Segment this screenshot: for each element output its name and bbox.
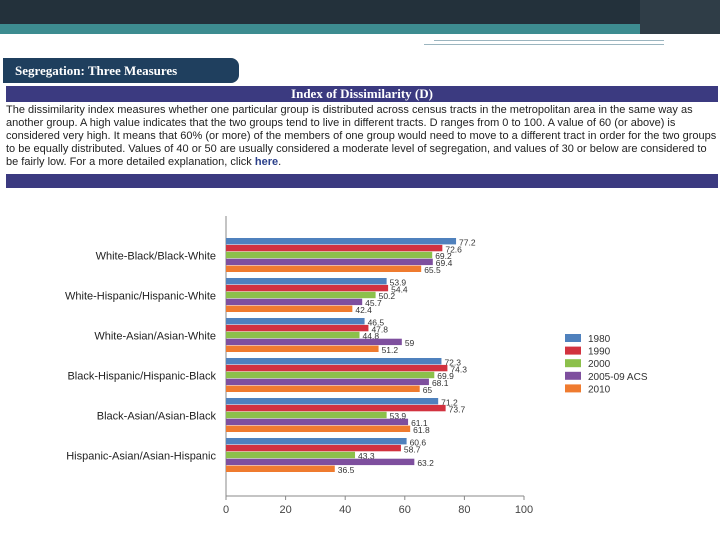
value-label: 72.6 (445, 244, 462, 254)
bar (226, 411, 387, 419)
here-link[interactable]: here (254, 156, 279, 168)
bar (226, 378, 429, 386)
value-label: 53.9 (390, 277, 407, 287)
header-footer-bar (6, 174, 718, 188)
deco-line (424, 44, 664, 45)
value-label: 65 (423, 385, 433, 395)
header-title: Index of Dissimilarity (D) (6, 86, 718, 102)
legend-swatch (565, 346, 581, 355)
value-label: 60.6 (410, 437, 427, 447)
value-label: 54.4 (391, 284, 408, 294)
bar (226, 425, 411, 432)
bar (226, 364, 448, 372)
value-label: 71.2 (441, 397, 458, 407)
value-label: 42.4 (355, 305, 372, 315)
bar (226, 338, 402, 346)
bar (226, 465, 335, 472)
bar (226, 318, 365, 325)
value-label: 58.7 (404, 444, 421, 454)
bar (226, 418, 409, 426)
x-tick-label: 80 (458, 504, 470, 516)
bar (226, 278, 387, 285)
x-tick-label: 20 (279, 504, 291, 516)
x-tick-label: 60 (399, 504, 411, 516)
bar (226, 244, 443, 252)
bar (226, 258, 433, 266)
bar (226, 291, 376, 299)
top-dark-tab (640, 0, 720, 34)
value-label: 65.5 (424, 265, 441, 275)
value-label: 73.7 (449, 404, 466, 414)
value-label: 69.4 (436, 258, 453, 268)
value-label: 69.9 (437, 371, 454, 381)
top-teal-band (0, 24, 720, 34)
bar (226, 345, 379, 352)
bar (226, 238, 457, 245)
section-title: Segregation: Three Measures (3, 58, 239, 83)
description-suffix: . (278, 156, 282, 168)
category-label: Black-Asian/Asian-Black (97, 410, 217, 422)
value-label: 74.3 (450, 364, 467, 374)
value-label: 72.3 (444, 357, 461, 367)
value-label: 43.3 (358, 451, 375, 461)
value-label: 44.8 (363, 331, 380, 341)
legend-swatch (565, 371, 581, 380)
category-label: White-Asian/Asian-White (94, 330, 216, 342)
value-label: 51.2 (382, 345, 399, 355)
value-label: 61.1 (411, 418, 428, 428)
description: The dissimilarity index measures whether… (6, 104, 718, 169)
legend-label: 1990 (588, 347, 611, 358)
value-label: 46.5 (368, 317, 385, 327)
value-label: 63.2 (417, 458, 434, 468)
value-label: 50.2 (379, 291, 396, 301)
value-label: 36.5 (338, 465, 355, 475)
bar (226, 444, 401, 452)
legend-label: 2005-09 ACS (588, 372, 648, 383)
legend-label: 2000 (588, 359, 611, 370)
top-band (0, 0, 720, 24)
bar (226, 358, 442, 365)
x-tick-label: 40 (339, 504, 351, 516)
bar (226, 451, 356, 459)
legend-swatch (565, 384, 581, 393)
legend-label: 2010 (588, 384, 611, 395)
bar (226, 438, 407, 445)
bar (226, 331, 360, 339)
value-label: 77.2 (459, 237, 476, 247)
bar (226, 385, 420, 392)
value-label: 61.8 (413, 425, 430, 435)
bar (226, 371, 435, 379)
legend-swatch (565, 334, 581, 342)
deco-line (434, 40, 664, 41)
value-label: 59 (405, 338, 415, 348)
bar (226, 305, 353, 312)
value-label: 68.1 (432, 378, 449, 388)
description-text: The dissimilarity index measures whether… (6, 104, 717, 168)
bar (226, 458, 415, 466)
legend-label: 1980 (588, 334, 611, 345)
legend-swatch (565, 359, 581, 368)
category-label: Black-Hispanic/Hispanic-Black (67, 370, 216, 382)
category-label: White-Black/Black-White (96, 250, 216, 262)
value-label: 45.7 (365, 298, 382, 308)
bar (226, 398, 439, 405)
bar (226, 298, 363, 306)
bar (226, 324, 369, 332)
x-tick-label: 0 (223, 504, 229, 516)
bar (226, 251, 433, 259)
x-tick-label: 100 (515, 504, 533, 516)
value-label: 53.9 (390, 411, 407, 421)
bar (226, 265, 422, 272)
category-label: Hispanic-Asian/Asian-Hispanic (66, 450, 216, 462)
bar (226, 404, 446, 412)
bar (226, 284, 389, 292)
category-label: White-Hispanic/Hispanic-White (65, 290, 216, 302)
value-label: 69.2 (435, 251, 452, 261)
value-label: 47.8 (371, 324, 388, 334)
